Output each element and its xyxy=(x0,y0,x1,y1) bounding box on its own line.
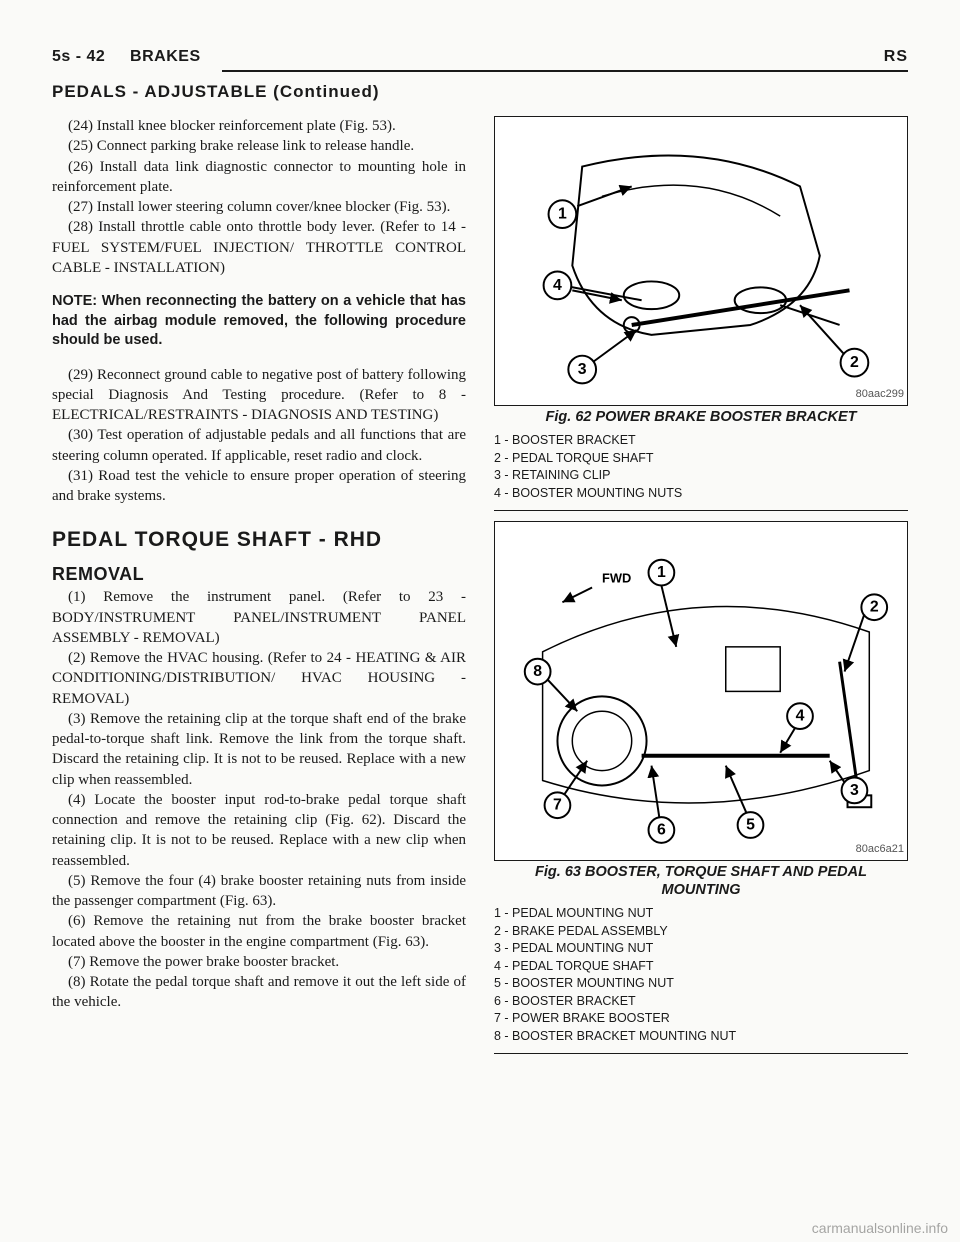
watermark: carmanualsonline.info xyxy=(812,1220,948,1236)
header-left: 5s - 42 BRAKES xyxy=(52,48,201,66)
fig63-c7: 7 xyxy=(553,796,562,813)
fig62-legend-2: 2 - PEDAL TORQUE SHAFT xyxy=(494,450,908,468)
removal-step-7: (7) Remove the power brake booster brack… xyxy=(52,952,466,972)
fig63-divider xyxy=(494,1053,908,1054)
page-header: 5s - 42 BRAKES RS xyxy=(52,48,908,66)
fig63-legend-7: 7 - POWER BRAKE BOOSTER xyxy=(494,1010,908,1028)
figure-63-box: FWD 1 2 3 4 5 6 7 8 xyxy=(494,521,908,861)
fig62-callout-1: 1 xyxy=(558,206,567,223)
fig63-c5: 5 xyxy=(746,816,755,833)
header-code: RS xyxy=(884,48,908,66)
fig62-callout-4: 4 xyxy=(553,277,562,294)
fig63-legend-3: 3 - PEDAL MOUNTING NUT xyxy=(494,940,908,958)
fig63-c4: 4 xyxy=(796,707,805,724)
step-24: (24) Install knee blocker reinforcement … xyxy=(52,116,466,136)
step-28: (28) Install throttle cable onto throttl… xyxy=(52,217,466,278)
fig62-caption: Fig. 62 POWER BRAKE BOOSTER BRACKET xyxy=(494,408,908,426)
fig62-legend: 1 - BOOSTER BRACKET 2 - PEDAL TORQUE SHA… xyxy=(494,432,908,502)
removal-step-4: (4) Locate the booster input rod-to-brak… xyxy=(52,790,466,871)
fig63-legend-2: 2 - BRAKE PEDAL ASSEMBLY xyxy=(494,923,908,941)
fig62-legend-3: 3 - RETAINING CLIP xyxy=(494,467,908,485)
fig63-legend-6: 6 - BOOSTER BRACKET xyxy=(494,993,908,1011)
step-31: (31) Road test the vehicle to ensure pro… xyxy=(52,466,466,507)
step-29: (29) Reconnect ground cable to negative … xyxy=(52,365,466,426)
fig62-legend-1: 1 - BOOSTER BRACKET xyxy=(494,432,908,450)
removal-step-5: (5) Remove the four (4) brake booster re… xyxy=(52,871,466,912)
fig62-legend-4: 4 - BOOSTER MOUNTING NUTS xyxy=(494,485,908,503)
fig63-caption: Fig. 63 BOOSTER, TORQUE SHAFT AND PEDAL … xyxy=(494,863,908,899)
fig63-c3: 3 xyxy=(850,782,859,799)
figure-62-svg: 1 4 3 2 xyxy=(503,127,899,394)
fig62-callout-2: 2 xyxy=(850,354,859,371)
header-rule xyxy=(52,70,908,72)
removal-step-8: (8) Rotate the pedal torque shaft and re… xyxy=(52,972,466,1013)
fig63-legend-8: 8 - BOOSTER BRACKET MOUNTING NUT xyxy=(494,1028,908,1046)
fig63-c1: 1 xyxy=(657,564,666,581)
fig62-callout-3: 3 xyxy=(578,361,587,378)
page-number: 5s - 42 xyxy=(52,48,105,65)
fig63-legend-5: 5 - BOOSTER MOUNTING NUT xyxy=(494,975,908,993)
step-25: (25) Connect parking brake release link … xyxy=(52,136,466,156)
fig63-legend-4: 4 - PEDAL TORQUE SHAFT xyxy=(494,958,908,976)
removal-step-2: (2) Remove the HVAC housing. (Refer to 2… xyxy=(52,648,466,709)
figure-62-box: 1 4 3 2 xyxy=(494,116,908,406)
manual-page: 5s - 42 BRAKES RS PEDALS - ADJUSTABLE (C… xyxy=(0,0,960,1242)
step-27: (27) Install lower steering column cover… xyxy=(52,197,466,217)
fig63-c2: 2 xyxy=(870,598,879,615)
removal-step-6: (6) Remove the retaining nut from the br… xyxy=(52,911,466,952)
heading-removal: REMOVAL xyxy=(52,564,466,585)
right-column: 1 4 3 2 xyxy=(494,116,908,1054)
fig63-c6: 6 xyxy=(657,821,666,838)
section-name: BRAKES xyxy=(130,48,201,65)
battery-note: NOTE: When reconnecting the battery on a… xyxy=(52,292,466,351)
continued-title: PEDALS - ADJUSTABLE (Continued) xyxy=(52,82,908,102)
fig62-divider xyxy=(494,510,908,511)
removal-step-3: (3) Remove the retaining clip at the tor… xyxy=(52,709,466,790)
figure-63-svg: FWD 1 2 3 4 5 6 7 8 xyxy=(503,533,899,850)
heading-pedal-torque-shaft: PEDAL TORQUE SHAFT - RHD xyxy=(52,528,466,552)
two-column-layout: (24) Install knee blocker reinforcement … xyxy=(52,116,908,1054)
step-26: (26) Install data link diagnostic connec… xyxy=(52,157,466,198)
fig63-legend: 1 - PEDAL MOUNTING NUT 2 - BRAKE PEDAL A… xyxy=(494,905,908,1045)
fig63-legend-1: 1 - PEDAL MOUNTING NUT xyxy=(494,905,908,923)
fwd-label: FWD xyxy=(602,570,631,585)
left-column: (24) Install knee blocker reinforcement … xyxy=(52,116,466,1054)
fig63-c8: 8 xyxy=(533,663,542,680)
removal-step-1: (1) Remove the instrument panel. (Refer … xyxy=(52,587,466,648)
step-30: (30) Test operation of adjustable pedals… xyxy=(52,425,466,466)
